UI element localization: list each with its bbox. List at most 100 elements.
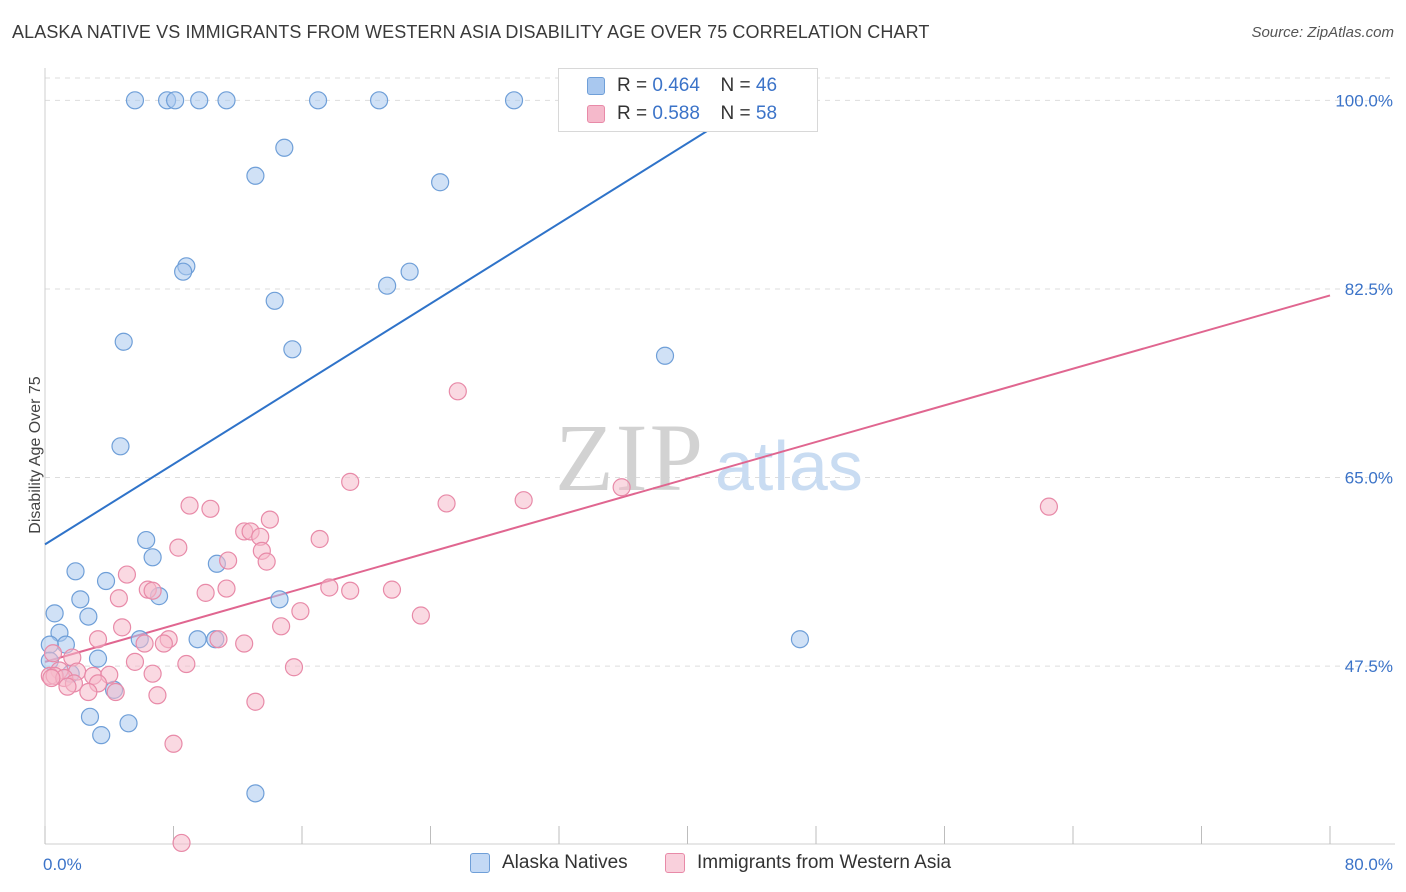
tick-labels: 47.5% 65.0% 82.5% 100.0% 0.0% 80.0% <box>43 91 1393 874</box>
legend-r-label: R = <box>617 75 648 96</box>
data-point <box>88 630 108 649</box>
data-point <box>166 91 185 110</box>
data-point <box>320 578 339 597</box>
data-point <box>437 494 456 513</box>
legend-r-value: 0.588 <box>652 103 700 124</box>
data-point <box>174 262 193 281</box>
trend-line-immigrants-western-asia <box>44 294 1331 663</box>
data-point <box>246 166 265 185</box>
legend-swatch-pink <box>665 853 685 873</box>
data-point <box>111 437 130 456</box>
data-point <box>283 340 302 359</box>
series-legend: Alaska Natives Immigrants from Western A… <box>0 852 1406 878</box>
trend-lines <box>44 96 1331 663</box>
data-point <box>284 658 304 677</box>
watermark: ZIP atlas <box>555 404 863 511</box>
data-point <box>92 726 111 745</box>
data-point <box>109 589 128 608</box>
data-point <box>265 291 284 310</box>
legend-row-immigrants-western-asia: R = 0.588 N = 58 <box>587 101 777 127</box>
data-point <box>275 138 294 157</box>
data-point <box>308 91 328 110</box>
data-point <box>180 496 199 515</box>
data-point <box>235 634 254 653</box>
y-tick-label: 47.5% <box>1345 657 1393 676</box>
legend-item-alaska-natives: Alaska Natives <box>470 852 628 874</box>
data-point <box>272 617 291 636</box>
data-point <box>125 652 145 671</box>
data-point <box>790 630 810 649</box>
watermark-atlas: atlas <box>715 427 863 505</box>
data-point <box>137 530 156 550</box>
legend-swatch-blue <box>470 853 490 873</box>
data-point <box>514 491 533 510</box>
data-point <box>382 580 402 599</box>
legend-item-immigrants-western-asia: Immigrants from Western Asia <box>665 852 951 874</box>
series-immigrants-western-asia <box>40 382 1059 853</box>
data-point <box>270 590 289 609</box>
data-point <box>655 346 675 365</box>
data-point <box>119 714 138 733</box>
data-point <box>504 91 524 110</box>
data-point <box>43 644 63 663</box>
data-point <box>612 478 631 497</box>
data-point <box>58 677 77 696</box>
chart-title: ALASKA NATIVE VS IMMIGRANTS FROM WESTERN… <box>12 22 930 42</box>
data-point <box>217 579 236 598</box>
data-point <box>400 262 419 281</box>
data-point <box>154 634 173 653</box>
legend-n-label: N = <box>720 103 751 124</box>
data-point <box>112 618 132 637</box>
data-point <box>188 630 207 649</box>
data-point <box>114 332 133 351</box>
data-point <box>42 668 61 688</box>
data-point <box>117 565 137 584</box>
data-point <box>88 649 108 668</box>
trend-line-alaska-natives <box>44 96 762 546</box>
data-point <box>66 562 85 581</box>
data-point <box>106 682 125 702</box>
data-point <box>1039 497 1059 516</box>
data-point <box>310 529 329 549</box>
legend-swatch-pink <box>587 105 605 123</box>
y-tick-label: 82.5% <box>1345 280 1393 299</box>
data-point <box>246 692 265 711</box>
data-point <box>96 571 116 591</box>
data-point <box>431 173 450 192</box>
legend-n-label: N = <box>720 75 751 96</box>
legend-n-value: 58 <box>755 103 778 124</box>
data-point <box>246 784 265 803</box>
data-point <box>370 91 389 110</box>
data-point <box>79 607 98 626</box>
gridlines <box>45 77 1395 667</box>
data-point <box>125 91 145 110</box>
source-label: Source: ZipAtlas.com <box>1251 24 1394 41</box>
data-point <box>143 664 162 683</box>
data-point <box>257 552 276 571</box>
data-point <box>341 581 360 600</box>
data-point <box>169 538 188 557</box>
data-point <box>219 551 238 570</box>
data-point <box>79 682 98 702</box>
data-point <box>71 590 90 609</box>
data-point <box>209 630 228 649</box>
x-tick-label: 80.0% <box>1345 855 1393 874</box>
legend-row-alaska-natives: R = 0.464 N = 46 <box>587 73 777 99</box>
data-point <box>143 581 162 600</box>
axes <box>44 68 1395 845</box>
data-point <box>196 583 215 602</box>
data-point <box>291 602 310 621</box>
legend-label-alaska-natives: Alaska Natives <box>502 852 628 873</box>
correlation-legend: R = 0.464 N = 46 R = 0.588 N = 58 <box>558 68 818 132</box>
data-point <box>164 734 183 753</box>
data-point <box>148 686 167 705</box>
legend-n-value: 46 <box>755 75 778 96</box>
data-point <box>80 707 100 726</box>
data-point <box>190 91 209 110</box>
data-point <box>378 276 397 295</box>
y-tick-label: 100.0% <box>1335 91 1393 110</box>
data-point <box>135 634 154 653</box>
data-point <box>45 604 64 623</box>
data-point <box>201 499 220 518</box>
